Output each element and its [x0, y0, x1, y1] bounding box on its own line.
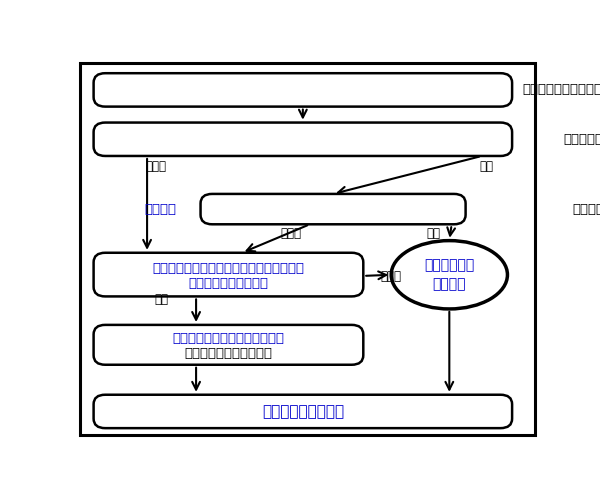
Text: が必要な計画である（相談先：市街地整備課）: が必要な計画である（相談先：市街地整備課）: [563, 133, 600, 146]
Text: （用途や規模に応じて必要な手続き）: （用途や規模に応じて必要な手続き）: [522, 83, 600, 97]
FancyBboxPatch shape: [94, 325, 364, 365]
Text: 建築確認申請手続き: 建築確認申請手続き: [262, 404, 344, 419]
FancyBboxPatch shape: [200, 194, 466, 224]
Text: 開発行為: 開発行為: [145, 203, 177, 215]
Text: 建築行為の留意事項【建築確認の手引き】: 建築行為の留意事項【建築確認の手引き】: [152, 262, 304, 275]
Text: （提出先：建築住宅課）: （提出先：建築住宅課）: [184, 347, 272, 360]
Text: いいえ: いいえ: [281, 227, 302, 240]
Text: 提出不要: 提出不要: [433, 277, 466, 291]
Text: はい: はい: [154, 292, 168, 306]
Text: である（都市計画法許可）: である（都市計画法許可）: [572, 203, 600, 215]
FancyBboxPatch shape: [94, 253, 364, 296]
FancyBboxPatch shape: [94, 395, 512, 428]
Text: はい: はい: [479, 160, 494, 173]
Text: 協議報告書を提出してください: 協議報告書を提出してください: [172, 332, 284, 345]
Text: はい: はい: [426, 227, 440, 240]
Ellipse shape: [391, 241, 508, 309]
Text: いいえ: いいえ: [381, 270, 402, 283]
FancyBboxPatch shape: [94, 73, 512, 106]
Text: の適用範囲に該当する: の適用範囲に該当する: [188, 277, 268, 290]
Text: いいえ: いいえ: [146, 160, 167, 173]
FancyBboxPatch shape: [94, 123, 512, 156]
Text: 協議報告書の: 協議報告書の: [424, 258, 475, 272]
